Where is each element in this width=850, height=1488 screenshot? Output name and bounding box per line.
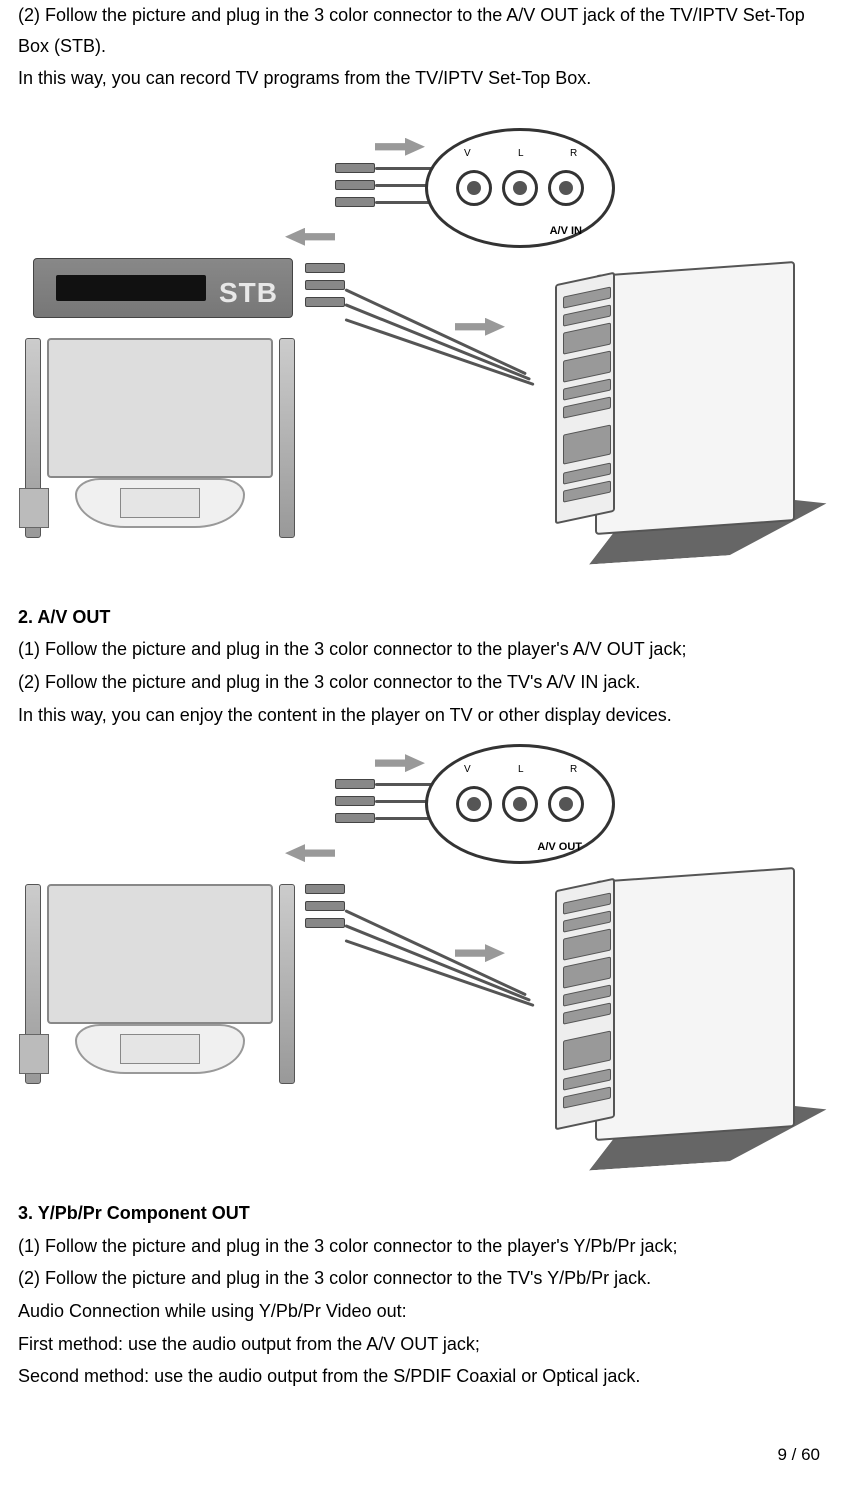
rca-plug-icon	[305, 297, 345, 307]
rca-plug-icon	[305, 263, 345, 273]
jack-label-r: R	[570, 145, 577, 162]
callout-avout: V L R A/V OUT	[425, 744, 615, 864]
cable-icon	[375, 201, 435, 204]
section3-audio-heading: Audio Connection while using Y/Pb/Pr Vid…	[18, 1296, 832, 1327]
callout-avin: V L R A/V IN	[425, 128, 615, 248]
rca-plug-icon	[335, 180, 375, 190]
section2-step2: (2) Follow the picture and plug in the 3…	[18, 667, 832, 698]
cable-icon	[344, 924, 531, 1002]
cable-icon	[345, 939, 535, 1007]
rca-plug-icon	[305, 901, 345, 911]
section3-step1: (1) Follow the picture and plug in the 3…	[18, 1231, 832, 1262]
callout-label: A/V OUT	[537, 838, 582, 857]
player-device-icon	[515, 874, 815, 1174]
rca-jack-icon	[502, 170, 538, 206]
rca-plug-icon	[335, 813, 375, 823]
stb-label: STB	[219, 269, 278, 317]
rca-plug-icon	[305, 884, 345, 894]
jack-label-v: V	[464, 761, 471, 778]
rca-plug-icon	[335, 779, 375, 789]
jack-label-v: V	[464, 145, 471, 162]
page-number: 9 / 60	[777, 1441, 820, 1470]
cable-icon	[345, 318, 535, 386]
cable-icon	[344, 303, 531, 381]
player-device-icon	[515, 268, 815, 568]
rca-plug-icon	[335, 197, 375, 207]
section2-step1: (1) Follow the picture and plug in the 3…	[18, 634, 832, 665]
intro-result: In this way, you can record TV programs …	[18, 63, 832, 94]
cable-icon	[375, 783, 435, 786]
rca-jack-icon	[548, 786, 584, 822]
section3-method2: Second method: use the audio output from…	[18, 1361, 832, 1392]
callout-label: A/V IN	[550, 222, 582, 241]
arrow-icon	[455, 944, 505, 962]
cable-icon	[344, 288, 527, 375]
rca-jack-icon	[456, 170, 492, 206]
section2-heading: 2. A/V OUT	[18, 602, 832, 633]
rca-plug-icon	[335, 163, 375, 173]
section3-step2: (2) Follow the picture and plug in the 3…	[18, 1263, 832, 1294]
cable-icon	[375, 167, 435, 170]
arrow-icon	[375, 138, 425, 156]
rca-jack-icon	[456, 786, 492, 822]
rca-plug-icon	[305, 918, 345, 928]
arrow-icon	[455, 318, 505, 336]
rca-plug-icon	[305, 280, 345, 290]
rca-jack-icon	[502, 786, 538, 822]
jack-label-l: L	[518, 145, 524, 162]
diagram-avin: V L R A/V IN STB	[18, 108, 832, 578]
jack-label-r: R	[570, 761, 577, 778]
section3-method1: First method: use the audio output from …	[18, 1329, 832, 1360]
rca-plug-icon	[335, 796, 375, 806]
section2-result: In this way, you can enjoy the content i…	[18, 700, 832, 731]
cable-icon	[375, 817, 435, 820]
section3-heading: 3. Y/Pb/Pr Component OUT	[18, 1198, 832, 1229]
arrow-icon	[285, 228, 335, 246]
stb-icon: STB	[33, 258, 293, 318]
rca-jack-icon	[548, 170, 584, 206]
arrow-icon	[285, 844, 335, 862]
intro-step2: (2) Follow the picture and plug in the 3…	[18, 0, 832, 61]
diagram-avout: V L R A/V OUT	[18, 744, 832, 1174]
jack-label-l: L	[518, 761, 524, 778]
arrow-icon	[375, 754, 425, 772]
